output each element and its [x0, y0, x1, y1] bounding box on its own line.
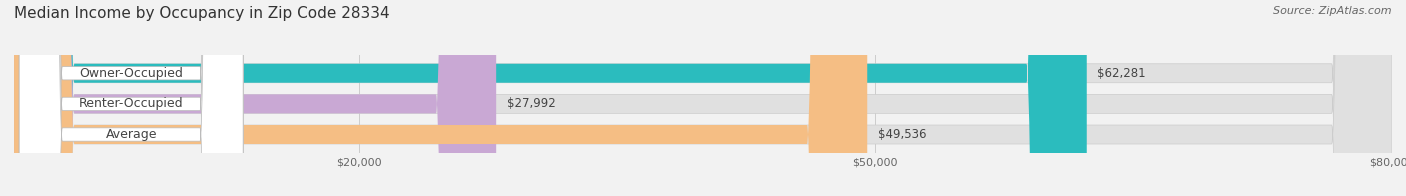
Text: Source: ZipAtlas.com: Source: ZipAtlas.com [1274, 6, 1392, 16]
FancyBboxPatch shape [14, 0, 1392, 196]
Text: Median Income by Occupancy in Zip Code 28334: Median Income by Occupancy in Zip Code 2… [14, 6, 389, 21]
Text: $62,281: $62,281 [1097, 67, 1146, 80]
FancyBboxPatch shape [14, 0, 496, 196]
Text: $49,536: $49,536 [877, 128, 927, 141]
FancyBboxPatch shape [20, 0, 243, 196]
Text: Renter-Occupied: Renter-Occupied [79, 97, 184, 110]
FancyBboxPatch shape [14, 0, 1087, 196]
Text: Average: Average [105, 128, 157, 141]
FancyBboxPatch shape [20, 0, 243, 196]
FancyBboxPatch shape [14, 0, 868, 196]
FancyBboxPatch shape [14, 0, 1392, 196]
Text: $27,992: $27,992 [506, 97, 555, 110]
FancyBboxPatch shape [14, 0, 1392, 196]
Text: Owner-Occupied: Owner-Occupied [79, 67, 183, 80]
FancyBboxPatch shape [20, 0, 243, 196]
